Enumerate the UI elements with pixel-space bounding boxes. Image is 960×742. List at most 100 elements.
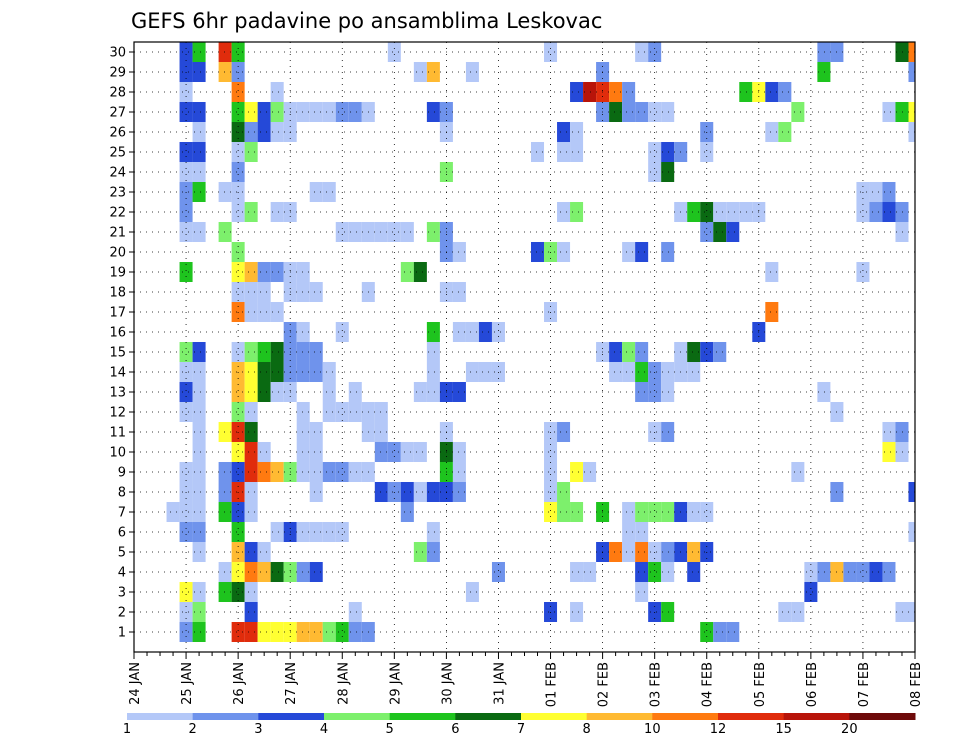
heatmap-cell <box>882 202 896 222</box>
heatmap-cell <box>192 222 206 242</box>
heatmap-cell <box>570 142 584 162</box>
heatmap-cell <box>231 202 245 222</box>
heatmap-cell <box>648 42 662 62</box>
heatmap-cell <box>648 102 662 122</box>
heatmap-cell <box>322 462 336 482</box>
chart-title: GEFS 6hr padavine po ansamblima Leskovac <box>131 9 602 33</box>
colorbar-swatch <box>324 713 391 720</box>
heatmap-cell <box>570 82 584 102</box>
y-tick-label: 20 <box>109 246 126 261</box>
heatmap-cell <box>296 622 310 642</box>
heatmap-cell <box>882 182 896 202</box>
heatmap-cell <box>192 422 206 442</box>
heatmap-cell <box>452 462 466 482</box>
heatmap-cell <box>635 382 649 402</box>
colorbar-swatch <box>455 713 522 720</box>
heatmap-cell <box>557 122 571 142</box>
heatmap-cell <box>257 382 271 402</box>
x-tick-label: 07 FEB <box>857 662 872 707</box>
heatmap-cell <box>661 162 675 182</box>
heatmap-cell <box>557 202 571 222</box>
colorbar-legend: 1 2 3 4 5 6 7 8 10 12 15 20 <box>123 713 916 737</box>
heatmap-cell <box>700 202 714 222</box>
heatmap-cell <box>465 582 479 602</box>
colorbar-label: 5 <box>386 722 394 737</box>
heatmap-cell <box>231 142 245 162</box>
heatmap-cell <box>687 202 701 222</box>
heatmap-cell <box>179 82 193 102</box>
heatmap-cell <box>700 622 714 642</box>
heatmap-cell <box>270 562 284 582</box>
x-tick-label: 26 JAN <box>232 662 247 705</box>
heatmap-cell <box>869 182 883 202</box>
heatmap-cell <box>491 322 505 342</box>
grid-lines <box>133 42 916 652</box>
heatmap-cell <box>908 122 915 142</box>
heatmap-cell <box>231 522 245 542</box>
heatmap-cell <box>804 562 818 582</box>
heatmap-cell <box>661 422 675 442</box>
heatmap-cell <box>335 102 349 122</box>
heatmap-cell <box>192 502 206 522</box>
heatmap-cell <box>244 622 258 642</box>
heatmap-cell <box>348 622 362 642</box>
heatmap-cell <box>700 222 714 242</box>
y-tick-label: 5 <box>118 546 126 561</box>
heatmap-cell <box>218 502 232 522</box>
heatmap-cell <box>413 382 427 402</box>
heatmap-cell <box>309 422 323 442</box>
heatmap-cell <box>726 622 740 642</box>
colorbar-swatch <box>127 713 194 720</box>
heatmap-cell <box>661 382 675 402</box>
x-tick-label: 30 JAN <box>440 662 455 705</box>
heatmap-cell <box>426 222 440 242</box>
heatmap-cell <box>244 582 258 602</box>
y-tick-label: 14 <box>109 366 126 381</box>
heatmap-cell <box>296 102 310 122</box>
y-tick-label: 11 <box>109 426 126 441</box>
heatmap-cell <box>231 442 245 462</box>
colorbar-swatch <box>521 713 588 720</box>
x-tick-label: 02 FEB <box>597 662 612 707</box>
heatmap-cell <box>270 622 284 642</box>
heatmap-cell <box>270 362 284 382</box>
heatmap-cell <box>348 462 362 482</box>
heatmap-cell <box>413 482 427 502</box>
colorbar-label: 2 <box>189 722 197 737</box>
heatmap-cell <box>557 142 571 162</box>
y-tick-label: 6 <box>118 526 126 541</box>
heatmap-cell <box>635 362 649 382</box>
heatmap-cell <box>400 502 414 522</box>
heatmap-cell <box>622 502 636 522</box>
heatmap-cell <box>452 482 466 502</box>
heatmap-cell <box>309 102 323 122</box>
heatmap-cell <box>166 502 180 522</box>
heatmap-cell <box>296 342 310 362</box>
heatmap-cell <box>791 102 805 122</box>
y-tick-label: 10 <box>109 446 126 461</box>
heatmap-cell <box>322 382 336 402</box>
heatmap-cell <box>335 402 349 422</box>
heatmap-cell <box>452 242 466 262</box>
heatmap-cell <box>426 522 440 542</box>
y-tick-label: 15 <box>109 346 126 361</box>
heatmap-cell <box>452 282 466 302</box>
heatmap-cell <box>231 582 245 602</box>
y-tick-label: 24 <box>109 166 126 181</box>
heatmap-cell <box>426 62 440 82</box>
heatmap-cell <box>609 82 623 102</box>
heatmap-cell <box>426 382 440 402</box>
colorbar-label: 20 <box>841 722 858 737</box>
heatmap-cell <box>687 502 701 522</box>
heatmap-cell <box>309 442 323 462</box>
heatmap-cell <box>817 42 831 62</box>
heatmap-cell <box>244 262 258 282</box>
heatmap-cell <box>804 582 818 602</box>
x-tick-label: 06 FEB <box>805 662 820 707</box>
heatmap-cell <box>179 462 193 482</box>
heatmap-cell <box>387 42 401 62</box>
y-tick-label: 1 <box>118 626 126 641</box>
heatmap-cell <box>296 402 310 422</box>
heatmap-cell <box>231 562 245 582</box>
heatmap-cell <box>231 42 245 62</box>
